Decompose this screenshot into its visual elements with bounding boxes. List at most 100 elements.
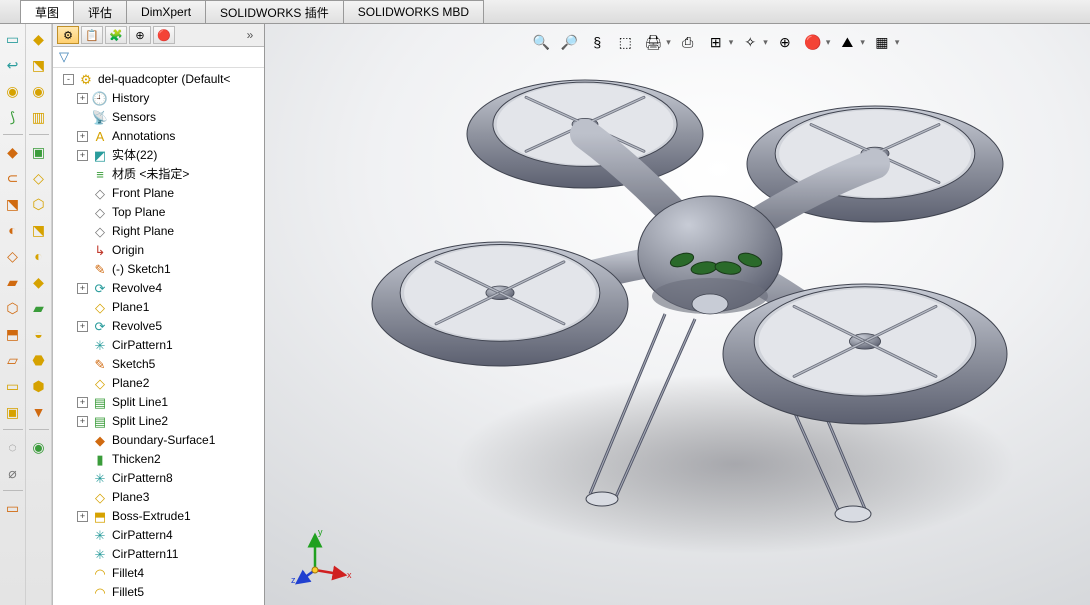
tool-button[interactable]: ⟆ [2, 106, 24, 128]
tool-button[interactable]: ▰ [28, 297, 50, 319]
expander-icon[interactable]: + [77, 283, 88, 294]
model-quadcopter [365, 24, 1065, 584]
tool-button[interactable]: ▼ [28, 401, 50, 423]
tree-item[interactable]: ◇Front Plane [53, 184, 264, 203]
expander-icon[interactable]: + [77, 131, 88, 142]
tab-0[interactable]: 草图 [20, 0, 74, 23]
tool-button[interactable]: ⬡ [2, 297, 24, 319]
tool-button[interactable]: ◆ [2, 141, 24, 163]
expander-icon[interactable]: + [77, 150, 88, 161]
feature-tab-3[interactable]: ⊕ [129, 26, 151, 44]
tree-item[interactable]: -⚙del-quadcopter (Default< [53, 70, 264, 89]
tab-2[interactable]: DimXpert [126, 0, 206, 23]
collapse-panel-chevron[interactable]: » [240, 28, 260, 42]
tab-1[interactable]: 评估 [73, 0, 127, 23]
expander-icon [77, 302, 88, 313]
tree-item[interactable]: ↳Origin [53, 241, 264, 260]
feature-tab-4[interactable]: 🔴 [153, 26, 175, 44]
tool-button[interactable]: ⬢ [28, 375, 50, 397]
tree-item[interactable]: ◠Fillet4 [53, 564, 264, 583]
tool-button[interactable]: ◆ [28, 28, 50, 50]
tool-column-0: ▭ ↩ ◉ ⟆ ◆ ⊂ ⬔ ◐ ◇ ▰ ⬡ ⬒ ▱ ▭ ▣ ◌ ⌀ ▭ [0, 24, 26, 605]
tool-button[interactable]: ⌀ [2, 462, 24, 484]
tree-item[interactable]: ◇Plane1 [53, 298, 264, 317]
tool-button[interactable]: ◐ [2, 219, 24, 241]
expander-icon[interactable]: - [63, 74, 74, 85]
tool-button[interactable]: ◆ [28, 271, 50, 293]
tree-item[interactable]: ✎(-) Sketch1 [53, 260, 264, 279]
tool-button[interactable]: ◐ [28, 245, 50, 267]
tree-item[interactable]: ◇Right Plane [53, 222, 264, 241]
tool-button[interactable]: ▣ [2, 401, 24, 423]
tree-item[interactable]: 📡Sensors [53, 108, 264, 127]
tree-item[interactable]: ▮Thicken2 [53, 450, 264, 469]
tree-item[interactable]: ✳CirPattern8 [53, 469, 264, 488]
tab-3[interactable]: SOLIDWORKS 插件 [205, 0, 344, 23]
expander-icon[interactable]: + [77, 93, 88, 104]
expander-icon [77, 340, 88, 351]
tree-item[interactable]: +🕘History [53, 89, 264, 108]
tree-item[interactable]: ◇Plane3 [53, 488, 264, 507]
tool-button[interactable]: ◇ [28, 167, 50, 189]
expander-icon[interactable]: + [77, 511, 88, 522]
tool-button[interactable]: ↩ [2, 54, 24, 76]
feature-label: (-) Sketch1 [112, 261, 260, 278]
tree-item[interactable]: +⬒Boss-Extrude1 [53, 507, 264, 526]
tool-button[interactable]: ⬣ [28, 349, 50, 371]
orientation-triad: x y z [295, 525, 355, 585]
tree-item[interactable]: +▤Split Line2 [53, 412, 264, 431]
tree-item[interactable]: +⟳Revolve4 [53, 279, 264, 298]
tree-item[interactable]: ◠Fillet5 [53, 583, 264, 602]
tree-item[interactable]: +AAnnotations [53, 127, 264, 146]
tool-button[interactable]: ◉ [28, 436, 50, 458]
tool-button[interactable]: ▭ [2, 375, 24, 397]
feature-label: Plane2 [112, 375, 260, 392]
tree-item[interactable]: ≡材质 <未指定> [53, 165, 264, 184]
tree-item[interactable]: ✳CirPattern4 [53, 526, 264, 545]
tool-button[interactable]: ▱ [2, 349, 24, 371]
tree-item[interactable]: +◩实体(22) [53, 146, 264, 165]
feature-label: 实体(22) [112, 147, 260, 164]
tool-button[interactable]: ⬒ [2, 323, 24, 345]
tool-button[interactable]: ▰ [2, 271, 24, 293]
expander-icon [77, 378, 88, 389]
feature-icon: ◠ [92, 566, 108, 582]
tool-button[interactable]: ⬔ [28, 54, 50, 76]
tool-button[interactable]: ⬔ [2, 193, 24, 215]
expander-icon[interactable]: + [77, 321, 88, 332]
feature-tab-0[interactable]: ⚙ [57, 26, 79, 44]
tool-button[interactable]: ⬡ [28, 193, 50, 215]
tree-item[interactable]: ◇Plane2 [53, 374, 264, 393]
tree-item[interactable]: ◇Top Plane [53, 203, 264, 222]
tool-button[interactable]: ⊂ [2, 167, 24, 189]
feature-label: Revolve5 [112, 318, 260, 335]
feature-icon: ⚙ [78, 72, 94, 88]
tool-button[interactable]: ◇ [2, 245, 24, 267]
feature-icon: A [92, 129, 108, 145]
tool-button[interactable]: ⬔ [28, 219, 50, 241]
tool-button[interactable]: ▥ [28, 106, 50, 128]
tree-item[interactable]: ✎Sketch5 [53, 355, 264, 374]
expander-icon [77, 264, 88, 275]
tool-button[interactable]: ▭ [2, 497, 24, 519]
graphics-viewport[interactable]: 🔍🔎§⬚🖨▾⎙⊞▾✧▾⊕🔴▾⛰▾▦▾ [265, 24, 1090, 605]
tab-4[interactable]: SOLIDWORKS MBD [343, 0, 484, 23]
tool-button[interactable]: ◌ [2, 436, 24, 458]
tool-button[interactable]: ▣ [28, 141, 50, 163]
tree-item[interactable]: +▤Split Line1 [53, 393, 264, 412]
feature-tab-1[interactable]: 📋 [81, 26, 103, 44]
tree-item[interactable]: ✳CirPattern11 [53, 545, 264, 564]
tool-button[interactable]: ◒ [28, 323, 50, 345]
expander-icon[interactable]: + [77, 397, 88, 408]
tool-button[interactable]: ◉ [2, 80, 24, 102]
tool-button[interactable]: ▭ [2, 28, 24, 50]
tree-item[interactable]: ◆Boundary-Surface1 [53, 431, 264, 450]
separator [29, 429, 49, 430]
tool-button[interactable]: ◉ [28, 80, 50, 102]
feature-tree-filter[interactable]: ▽ [53, 47, 264, 68]
tree-item[interactable]: ✳CirPattern1 [53, 336, 264, 355]
expander-icon[interactable]: + [77, 416, 88, 427]
tree-item[interactable]: +⟳Revolve5 [53, 317, 264, 336]
feature-tab-2[interactable]: 🧩 [105, 26, 127, 44]
command-manager-tabbar: 草图评估DimXpertSOLIDWORKS 插件SOLIDWORKS MBD [0, 0, 1090, 24]
